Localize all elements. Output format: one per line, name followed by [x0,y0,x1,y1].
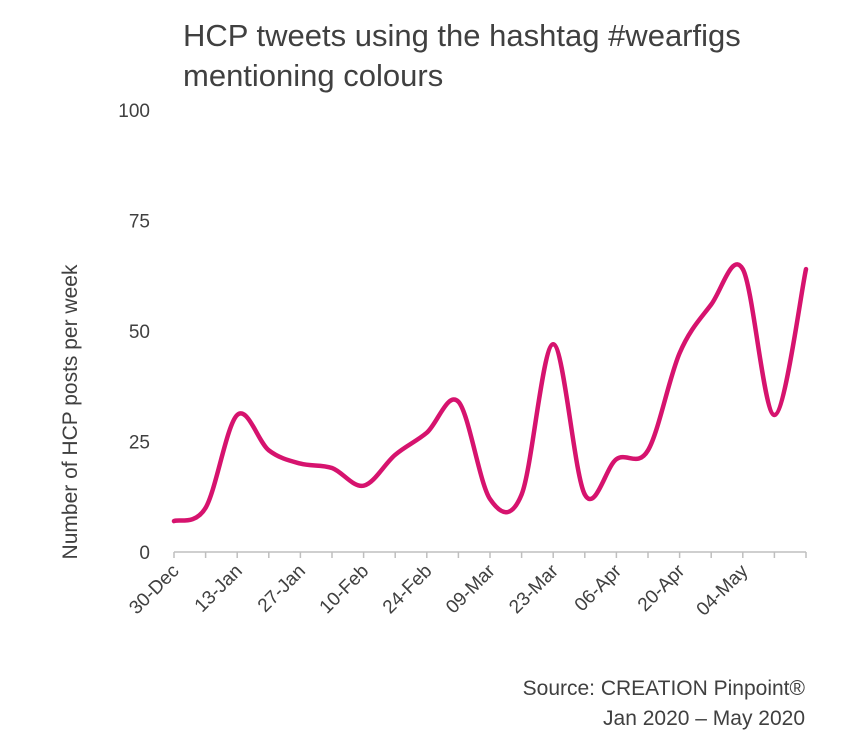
y-tick-label: 75 [129,212,150,233]
data-point [425,431,429,435]
x-tick-label: 24-Feb [379,561,436,618]
source-note: Source: CREATION Pinpoint® Jan 2020 – Ma… [523,677,806,730]
data-point [393,453,397,457]
x-tick-label: 30-Dec [125,561,183,619]
x-tick-label: 10-Feb [316,561,373,618]
y-tick-label: 25 [129,433,150,454]
data-point [583,493,587,497]
data-point [204,506,208,510]
chart-title-line-2: mentioning colours [183,58,443,93]
y-tick-label: 0 [139,543,150,564]
data-point [298,462,302,466]
data-point [172,519,176,523]
x-tick-label: 13-Jan [191,561,247,617]
data-point [646,448,650,452]
data-point [456,400,460,404]
data-point [362,484,366,488]
source-line-2: Jan 2020 – May 2020 [603,707,805,730]
x-tick-label: 20-Apr [634,560,690,616]
x-tick-label: 04-May [693,560,753,620]
x-tick-label: 06-Apr [571,560,627,616]
series-group [171,262,809,524]
data-point [772,413,776,417]
data-point [551,342,555,346]
data-point [804,267,808,271]
x-axis [173,551,807,558]
data-point [741,267,745,271]
chart-title-line-1: HCP tweets using the hashtag #wearfigs [183,18,741,53]
x-tick-label: 09-Mar [442,560,500,618]
data-point [235,413,239,417]
data-point [488,497,492,501]
data-point [520,493,524,497]
y-tick-label: 100 [118,101,150,122]
y-tick-label: 50 [129,322,150,343]
x-tick-label: 23-Mar [505,560,563,618]
y-axis-ticks: 0 25 50 75 100 [118,101,150,564]
data-point [614,457,618,461]
data-point [709,302,713,306]
data-point [267,448,271,452]
source-line-1: Source: CREATION Pinpoint® [523,677,806,700]
chart-title: HCP tweets using the hashtag #wearfigs m… [183,18,741,93]
x-tick-label: 27-Jan [254,561,310,617]
data-point [678,351,682,355]
data-point [330,466,334,470]
series-line [171,262,809,524]
y-axis-label: Number of HCP posts per week [59,264,82,559]
x-axis-tick-labels: 30-Dec 13-Jan 27-Jan 10-Feb 24-Feb 09-Mar 23-M… [125,560,752,620]
